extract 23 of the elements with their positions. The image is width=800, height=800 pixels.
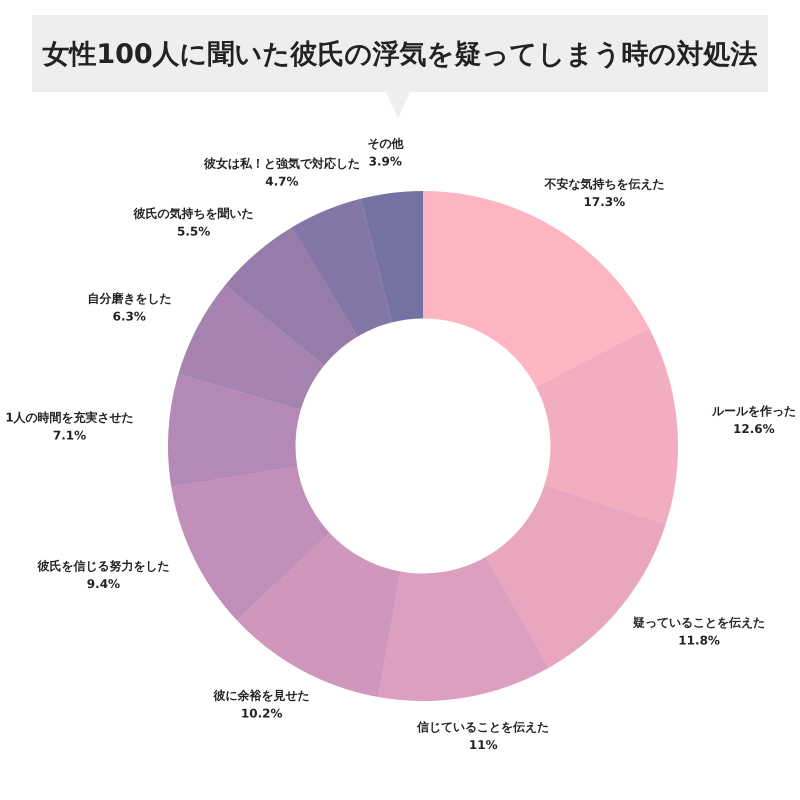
slice-label: 信じていることを伝えた <box>416 720 550 734</box>
slice-label: 1人の時間を充実させた <box>5 410 134 425</box>
data-label: 11% <box>468 738 498 752</box>
slice-label: 彼女は私！と強気で対応した <box>202 156 360 171</box>
slice-label: 彼に余裕を見せた <box>212 688 310 702</box>
slice-label: 彼氏を信じる努力をした <box>36 559 170 574</box>
slice-label: 不安な気持ちを伝えた <box>543 176 664 191</box>
slice-label: 疑っていることを伝えた <box>632 615 766 630</box>
data-label: 7.1% <box>52 428 86 443</box>
slice-label: ルールを作った <box>710 404 796 418</box>
data-label: 11.8% <box>678 633 720 648</box>
data-label: 3.9% <box>368 154 402 168</box>
slice-label: 彼氏の気持ちを聞いた <box>132 206 254 220</box>
chart-title: 女性100人に聞いた彼氏の浮気を疑ってしまう時の対処法 <box>42 38 758 72</box>
data-label: 5.5% <box>177 224 210 238</box>
slice-label: 自分磨きをした <box>87 292 172 306</box>
data-label: 9.4% <box>86 577 120 592</box>
data-label: 12.6% <box>732 422 775 436</box>
data-label: 6.3% <box>112 310 146 324</box>
data-label: 10.2% <box>240 706 283 720</box>
data-label: 17.3% <box>584 194 626 209</box>
data-label: 4.7% <box>265 174 299 189</box>
slice-label: その他 <box>367 136 404 150</box>
